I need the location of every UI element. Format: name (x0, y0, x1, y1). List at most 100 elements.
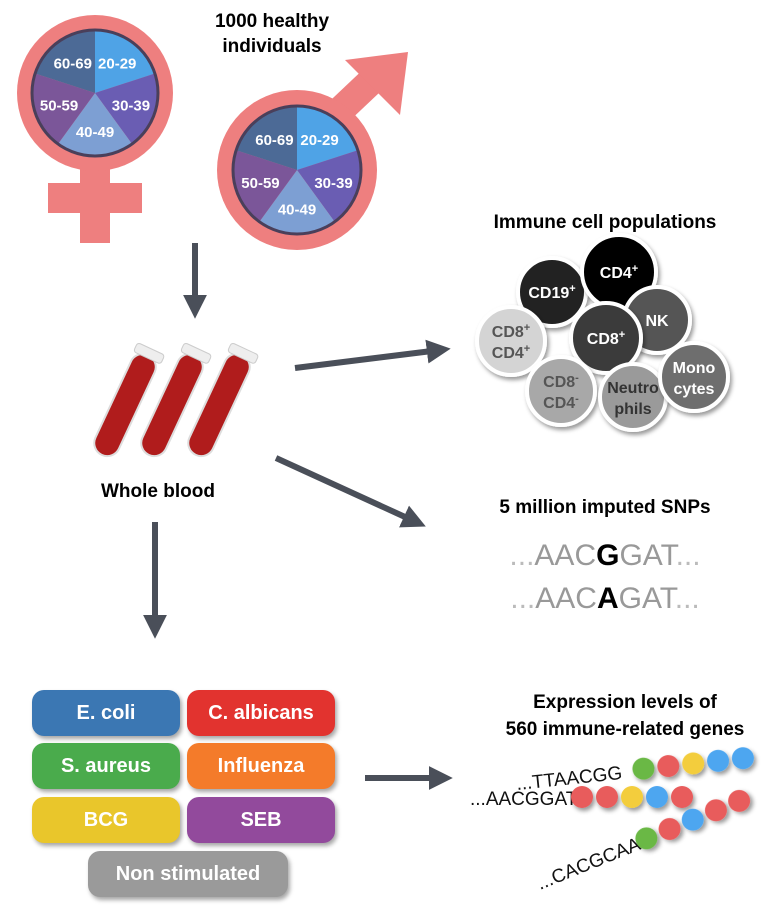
cell-label: CD4 (543, 395, 575, 412)
expression-bead (621, 786, 643, 808)
cell-label-sup: - (575, 372, 579, 384)
expression-bead (681, 808, 704, 831)
pie-slice-40-49 (259, 170, 335, 235)
female-age-pie: 20-29 30-39 40-49 50-59 60-69 (30, 28, 160, 158)
cell-label-sup: - (575, 393, 579, 405)
cell-label-sup: + (619, 329, 625, 341)
expression-bead (632, 757, 655, 780)
expression-bead (657, 755, 680, 778)
expression-read: ...AACGGAT (470, 786, 693, 810)
age-label: 50-59 (241, 175, 279, 192)
cells-title: Immune cell populations (494, 212, 717, 233)
male-symbol-icon: 20-29 30-39 40-49 50-59 60-69 (217, 52, 408, 250)
expression-bead (731, 747, 754, 770)
cell-label: NK (645, 313, 669, 330)
svg-text:CD8-: CD8- (543, 372, 579, 391)
age-label: 30-39 (112, 98, 150, 115)
snps-title: 5 million imputed SNPs (499, 497, 710, 518)
arrow-to-snps (274, 455, 426, 528)
svg-text:Neutro: Neutro (607, 380, 659, 397)
stimulus-seb: SEB (187, 797, 335, 843)
cell-label-sup: + (524, 322, 530, 334)
pie-slice-30-39 (95, 73, 158, 144)
cohort-title-line2: individuals (222, 36, 321, 57)
stimulus-influenza: Influenza (187, 743, 335, 789)
svg-text:CD4+: CD4+ (492, 343, 530, 362)
cell-label: CD4 (492, 345, 524, 362)
age-label: 50-59 (40, 98, 78, 115)
svg-text:CD4+: CD4+ (600, 263, 638, 282)
cell-label: Mono (673, 360, 716, 377)
age-label: 30-39 (314, 175, 352, 192)
expression-bead (658, 818, 681, 841)
expression-bead (596, 786, 618, 808)
cell-label: CD8 (492, 324, 524, 341)
svg-text:CD8+: CD8+ (587, 329, 625, 348)
cell-cd8negcd4neg: CD8- CD4- (525, 355, 597, 427)
svg-text:cytes: cytes (674, 381, 715, 398)
cell-label-sup: + (632, 263, 638, 275)
expression-bead (671, 786, 693, 808)
expression-bead (704, 799, 727, 822)
age-label: 60-69 (255, 132, 293, 149)
cell-label-sup: + (569, 283, 575, 295)
pie-slice-50-59 (233, 150, 297, 222)
flow-arrows (143, 243, 453, 790)
svg-text:CD19+: CD19+ (528, 283, 575, 302)
cell-neutrophils: Neutro phils (598, 362, 668, 432)
whole-blood-label: Whole blood (101, 481, 215, 502)
expression-bead (707, 749, 730, 772)
pie-slice-50-59 (31, 73, 95, 144)
cell-cd8poscd4pos: CD8+CD4+ (475, 305, 547, 377)
cohort-title-line1: 1000 healthy (215, 11, 329, 32)
expression-bead (571, 786, 593, 808)
cell-label: Neutro (607, 380, 659, 397)
pie-slice-30-39 (297, 150, 361, 222)
expression-bead (635, 827, 658, 850)
svg-text:phils: phils (614, 401, 651, 418)
snp-sequences: ...AACGGAT... ...AACAGAT... (509, 539, 700, 615)
immune-cells-cluster: CD19+CD4+NKCD8+CD8+CD4+CD8-CD4-Neutrophi… (475, 233, 730, 432)
pie-slice-20-29 (297, 106, 358, 170)
cell-label: CD19 (528, 285, 569, 302)
cell-label: CD4 (600, 265, 632, 282)
cell-label: cytes (674, 381, 715, 398)
expression-bead (682, 752, 705, 775)
age-label: 20-29 (98, 55, 136, 72)
male-age-pie: 20-29 30-39 40-49 50-59 60-69 (231, 104, 363, 236)
svg-text:Mono: Mono (673, 360, 716, 377)
snp-sequence-2: ...AACAGAT... (510, 582, 700, 615)
snp-sequence-1: ...AACGGAT... (509, 539, 700, 572)
expression-bead (646, 786, 668, 808)
svg-text:NK: NK (645, 313, 669, 330)
cell-cd8pos: CD8+ (569, 301, 643, 375)
arrow-to-cells (294, 339, 451, 371)
stimulus-s-aureus: S. aureus (32, 743, 180, 789)
stimulus-bcg: BCG (32, 797, 180, 843)
cell-monocytes: Mono cytes (658, 341, 730, 413)
age-label: 40-49 (278, 201, 316, 218)
stimulus-c-albicans: C. albicans (187, 690, 335, 736)
female-symbol-icon: 20-29 30-39 40-49 50-59 60-69 (17, 15, 173, 243)
pie-slice-60-69 (236, 106, 297, 170)
read-sequence: ...CACGCAA (534, 834, 644, 895)
cell-label-sup: + (524, 343, 530, 355)
expression-bead (728, 789, 751, 812)
stimulus-e-coli: E. coli (32, 690, 180, 736)
read-sequence: ...AACGGAT (470, 789, 578, 810)
cell-label: CD8 (587, 331, 619, 348)
pie-slice-20-29 (95, 30, 155, 93)
age-label: 20-29 (300, 132, 338, 149)
svg-text:CD8+: CD8+ (492, 322, 530, 341)
pie-slice-40-49 (57, 93, 133, 156)
svg-text:CD4-: CD4- (543, 393, 579, 412)
expression-title-line1: Expression levels of (533, 692, 717, 713)
cell-label: phils (614, 401, 651, 418)
age-label: 40-49 (76, 124, 114, 141)
pie-slice-60-69 (35, 30, 95, 93)
cell-cd19pos: CD19+ (516, 256, 588, 328)
expression-reads: ...TTAACGG...AACGGAT...CACGCAA (470, 747, 754, 895)
expression-title-line2: 560 immune-related genes (506, 719, 745, 740)
